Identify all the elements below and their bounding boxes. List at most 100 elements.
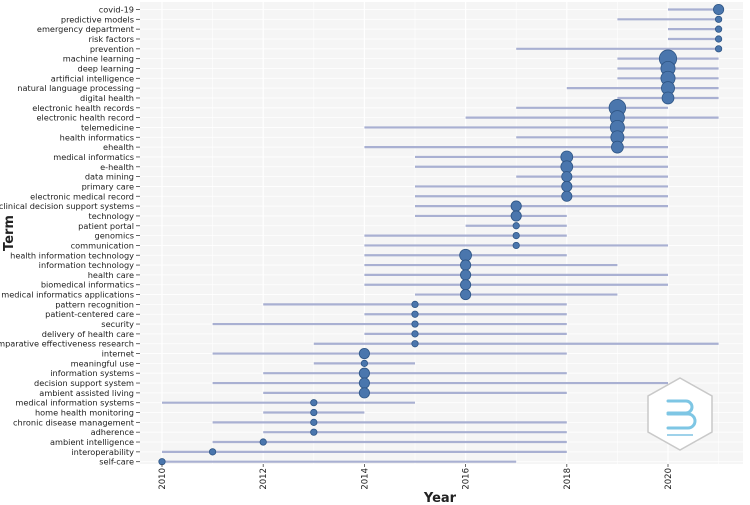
point-primary-care (561, 180, 573, 192)
point-patient-centered-care (411, 310, 419, 318)
point-genomics (512, 231, 520, 240)
term-label: pattern recognition (55, 299, 134, 309)
term-label: decision support system (34, 378, 134, 388)
term-label: medical informatics applications (1, 290, 134, 300)
bibliometrix-logo (647, 377, 713, 451)
point-e-health (560, 160, 574, 174)
term-label: patient-centered care (45, 309, 134, 319)
term-label: prevention (90, 44, 134, 54)
x-axis-title: Year (423, 491, 457, 505)
point-health-information-technology (459, 248, 472, 262)
term-label: patient portal (78, 221, 134, 231)
point-home-health-monitoring (310, 408, 318, 417)
term-points (158, 3, 725, 466)
point-comparative-effectiveness-research (411, 340, 419, 348)
point-ambient-assisted-living (358, 387, 370, 399)
term-label: adherence (91, 427, 134, 437)
term-label: e-health (100, 162, 134, 172)
term-label: primary care (82, 181, 134, 191)
term-label: ehealth (103, 142, 134, 152)
point-covid-19 (713, 3, 725, 16)
point-clinical-decision-support-systems (510, 200, 522, 212)
point-chronic-disease-management (310, 418, 318, 426)
point-data-mining (561, 171, 573, 183)
term-label: electronic health record (37, 113, 135, 123)
point-risk-factors (714, 35, 723, 43)
term-label: genomics (95, 231, 134, 241)
term-label: self-care (99, 457, 134, 467)
term-label: security (101, 319, 134, 329)
point-security (411, 320, 419, 328)
year-tick-label: 2018 (563, 468, 573, 490)
point-decision-support-system (358, 377, 370, 389)
point-digital-health (661, 91, 675, 105)
point-prevention (714, 45, 723, 53)
year-tick-label: 2016 (462, 468, 472, 490)
term-label: deep learning (78, 63, 134, 73)
term-label: artificial intelligence (51, 73, 134, 83)
point-delivery-of-health-care (411, 330, 419, 338)
term-label: clinical decision support systems (0, 201, 134, 211)
point-ehealth (611, 140, 624, 154)
term-label: health informatics (60, 132, 134, 142)
term-label: predictive models (61, 14, 134, 24)
term-label: ambient intelligence (50, 437, 134, 447)
term-label: natural language processing (17, 83, 134, 93)
year-tick-label: 2010 (158, 468, 168, 490)
point-electronic-medical-record (561, 190, 573, 202)
year-tick-label: 2012 (259, 468, 269, 490)
term-label: electronic health records (32, 103, 134, 113)
point-adherence (310, 428, 318, 436)
term-label: interoperability (71, 447, 134, 457)
point-internet (358, 348, 370, 360)
term-label: digital health (80, 93, 134, 103)
point-pattern-recognition (411, 300, 419, 308)
point-communication (512, 241, 520, 250)
term-label: emergency department (37, 24, 135, 34)
term-label: delivery of health care (42, 329, 134, 339)
point-predictive-models (714, 15, 723, 23)
point-medical-informatics-applications (460, 289, 472, 301)
point-information-technology (460, 259, 472, 271)
term-label: telemedicine (81, 122, 134, 132)
term-label: ambient assisted living (39, 388, 134, 398)
term-label: health care (88, 270, 134, 280)
point-information-systems (358, 367, 370, 379)
term-label: electronic medical record (30, 191, 134, 201)
term-label: covid-19 (99, 5, 134, 15)
point-technology (510, 210, 522, 222)
term-label: meaningful use (71, 358, 134, 368)
term-label: communication (71, 240, 134, 250)
point-biomedical-informatics (460, 279, 472, 291)
year-tick-label: 2020 (664, 468, 674, 490)
term-label: medical information systems (15, 398, 134, 408)
point-health-care (460, 269, 472, 281)
point-patient-portal (512, 222, 520, 230)
term-label: information technology (39, 260, 134, 270)
term-label: technology (89, 211, 135, 221)
point-emergency-department (714, 25, 723, 33)
y-axis-title: Term (2, 215, 17, 251)
term-label: information systems (50, 368, 134, 378)
term-label: machine learning (63, 54, 134, 64)
term-label: home health monitoring (35, 408, 134, 418)
point-self-care (158, 458, 166, 466)
year-ticks: 2010 2012 2014 2016 2018 2020 (136, 9, 674, 490)
term-label: chronic disease management (13, 417, 135, 427)
point-ambient-intelligence (259, 438, 267, 446)
point-medical-information-systems (310, 399, 318, 407)
year-tick-label: 2014 (360, 468, 370, 490)
term-label: risk factors (88, 34, 134, 44)
term-label: health information technology (10, 250, 134, 260)
term-label: medical informatics (53, 152, 134, 162)
term-label: internet (102, 349, 135, 359)
logo-mark-icon (666, 399, 697, 430)
point-interoperability (209, 448, 217, 456)
term-label: comparative effectiveness research (0, 339, 134, 349)
term-label: data mining (85, 172, 134, 182)
logo-caption-mark (667, 434, 693, 436)
point-meaningful-use (360, 359, 368, 367)
term-label: biomedical informatics (41, 280, 134, 290)
